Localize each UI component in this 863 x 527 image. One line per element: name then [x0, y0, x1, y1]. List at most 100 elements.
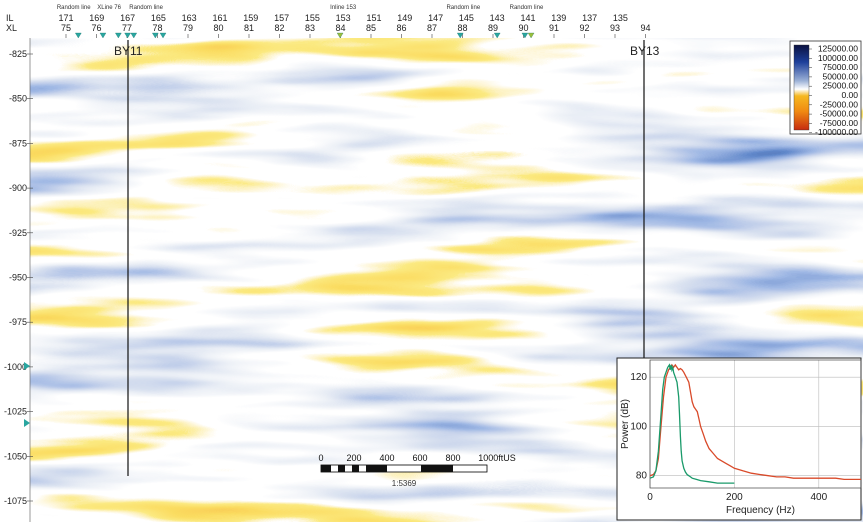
depth-tick-label: -850 — [9, 94, 27, 104]
il-tick-label: 139 — [551, 13, 566, 23]
intersection-marker-triangle[interactable] — [115, 32, 122, 39]
intersection-marker-triangle[interactable] — [527, 32, 535, 39]
il-tick-label: 153 — [336, 13, 351, 23]
colorbar-label: -75000.00 — [820, 118, 859, 128]
il-tick-label: 151 — [366, 13, 381, 23]
section-marker-label[interactable]: XLine 76 — [97, 5, 121, 11]
scale-bar-label: 800 — [445, 453, 460, 463]
xl-tick-label: 81 — [244, 23, 254, 33]
colorbar-label: 100000.00 — [818, 53, 858, 63]
il-tick-label: 167 — [120, 13, 135, 23]
colorbar-label: -50000.00 — [820, 109, 859, 119]
section-marker-label[interactable]: Random line — [510, 5, 544, 11]
well-lines: BY11 BY13 — [114, 40, 660, 476]
spectrum-panel: 0 200 400 80 100 120 Frequency (Hz) Power (dB) — [616, 357, 862, 521]
well-label: BY11 — [114, 44, 143, 58]
intersection-marker-triangle[interactable] — [456, 32, 464, 39]
scale-bar: 0 200 400 600 800 1000ftUS 1:5369 — [318, 453, 515, 488]
intersection-marker-triangle[interactable] — [152, 32, 159, 39]
xl-tick-label: 86 — [396, 23, 406, 33]
section-marker-label[interactable]: Inline 153 — [330, 5, 357, 11]
il-tick-label: 157 — [274, 13, 289, 23]
spectrum-frame — [616, 357, 862, 521]
header-axes: IL XL 171 169 167 165 163 161 159 157 155 153 151 1… — [6, 5, 651, 39]
il-tick-label: 171 — [58, 13, 73, 23]
scale-bar-label: 400 — [379, 453, 394, 463]
xl-tick-label: 90 — [518, 23, 528, 33]
il-tick-label: 147 — [428, 13, 443, 23]
scale-ratio: 1:5369 — [392, 479, 417, 488]
intersection-marker-triangle[interactable] — [159, 32, 167, 39]
intersection-marker-triangle[interactable] — [99, 32, 107, 39]
spectrum-x-tick-label: 0 — [647, 492, 653, 503]
section-marker-label[interactable]: Random line — [129, 5, 163, 11]
il-tick-label: 169 — [89, 13, 104, 23]
xl-tick-label: 85 — [366, 23, 376, 33]
il-axis-label: IL — [6, 13, 14, 23]
colorbar-legend: 125000.00100000.0075000.0050000.0025000.… — [789, 40, 862, 137]
colorbar-gradient — [793, 44, 810, 131]
depth-axis: -825 -850 -875 -900 -925 -950 -975 -1000 -1025 -1… — [4, 49, 33, 506]
depth-tick-label: -950 — [9, 273, 27, 283]
xl-tick-label: 80 — [213, 23, 223, 33]
scale-bar-label: 600 — [412, 453, 427, 463]
spectrum-series-line — [649, 363, 735, 484]
intersection-marker-triangle[interactable] — [336, 32, 344, 39]
scale-bar-segment — [338, 465, 345, 472]
xl-tick-label: 75 — [61, 23, 71, 33]
xl-tick-label: 92 — [579, 23, 589, 33]
scale-bar-label: 1000ftUS — [478, 453, 516, 463]
spectrum-y-tick-label: 100 — [630, 421, 647, 432]
xl-tick-label: 88 — [457, 23, 467, 33]
colorbar-label: 125000.00 — [818, 44, 858, 54]
intersection-marker-triangle[interactable] — [521, 32, 529, 39]
il-tick-label: 163 — [182, 13, 197, 23]
xl-tick-label: 93 — [610, 23, 620, 33]
xl-axis-label: XL — [6, 23, 17, 33]
scale-bar-label: 200 — [346, 453, 361, 463]
depth-tick-label: -1050 — [4, 451, 27, 461]
xl-tick-label: 89 — [488, 23, 498, 33]
colorbar-label: 75000.00 — [823, 62, 859, 72]
intersection-marker-triangle[interactable] — [75, 32, 82, 39]
depth-tick-label: -825 — [9, 49, 27, 59]
intersection-marker-triangle[interactable] — [493, 32, 501, 39]
section-marker-label[interactable]: Random line — [446, 5, 480, 11]
depth-tick-label: -1025 — [4, 407, 27, 417]
well-label: BY13 — [630, 44, 660, 58]
xl-tick-label: 84 — [335, 23, 345, 33]
spectrum-x-tick-label: 400 — [810, 492, 827, 503]
left-marker-triangle[interactable] — [24, 362, 30, 370]
colorbar-label: -100000.00 — [815, 127, 858, 137]
xl-tick-label: 77 — [122, 23, 132, 33]
xl-tick-label: 78 — [152, 23, 162, 33]
depth-tick-label: -925 — [9, 228, 27, 238]
spectrum-y-tick-label: 120 — [630, 372, 647, 383]
scale-bar-segment — [352, 465, 359, 472]
il-tick-label: 135 — [613, 13, 628, 23]
xl-tick-label: 87 — [427, 23, 437, 33]
depth-tick-label: -1000 — [4, 362, 27, 372]
spectrum-y-tick-label: 80 — [636, 471, 648, 482]
xl-tick-label: 79 — [183, 23, 193, 33]
il-tick-label: 165 — [151, 13, 166, 23]
il-tick-label: 149 — [397, 13, 412, 23]
colorbar-label: 50000.00 — [823, 71, 859, 81]
il-tick-label: 145 — [459, 13, 474, 23]
intersection-marker-triangle[interactable] — [130, 32, 138, 39]
il-tick-label: 137 — [582, 13, 597, 23]
xl-tick-label: 82 — [274, 23, 284, 33]
xl-tick-label: 83 — [305, 23, 315, 33]
colorbar-label: 25000.00 — [823, 81, 859, 91]
il-tick-label: 143 — [490, 13, 505, 23]
colorbar-label: -25000.00 — [820, 99, 859, 109]
spectrum-plot-area — [649, 359, 862, 489]
xl-tick-label: 94 — [640, 23, 650, 33]
left-marker-triangle[interactable] — [24, 419, 30, 427]
il-tick-label: 141 — [520, 13, 535, 23]
section-marker-label[interactable]: Random line — [57, 5, 91, 11]
il-tick-label: 161 — [212, 13, 227, 23]
intersection-marker-triangle[interactable] — [124, 32, 131, 39]
spectrum-y-axis-label: Power (dB) — [620, 399, 631, 449]
